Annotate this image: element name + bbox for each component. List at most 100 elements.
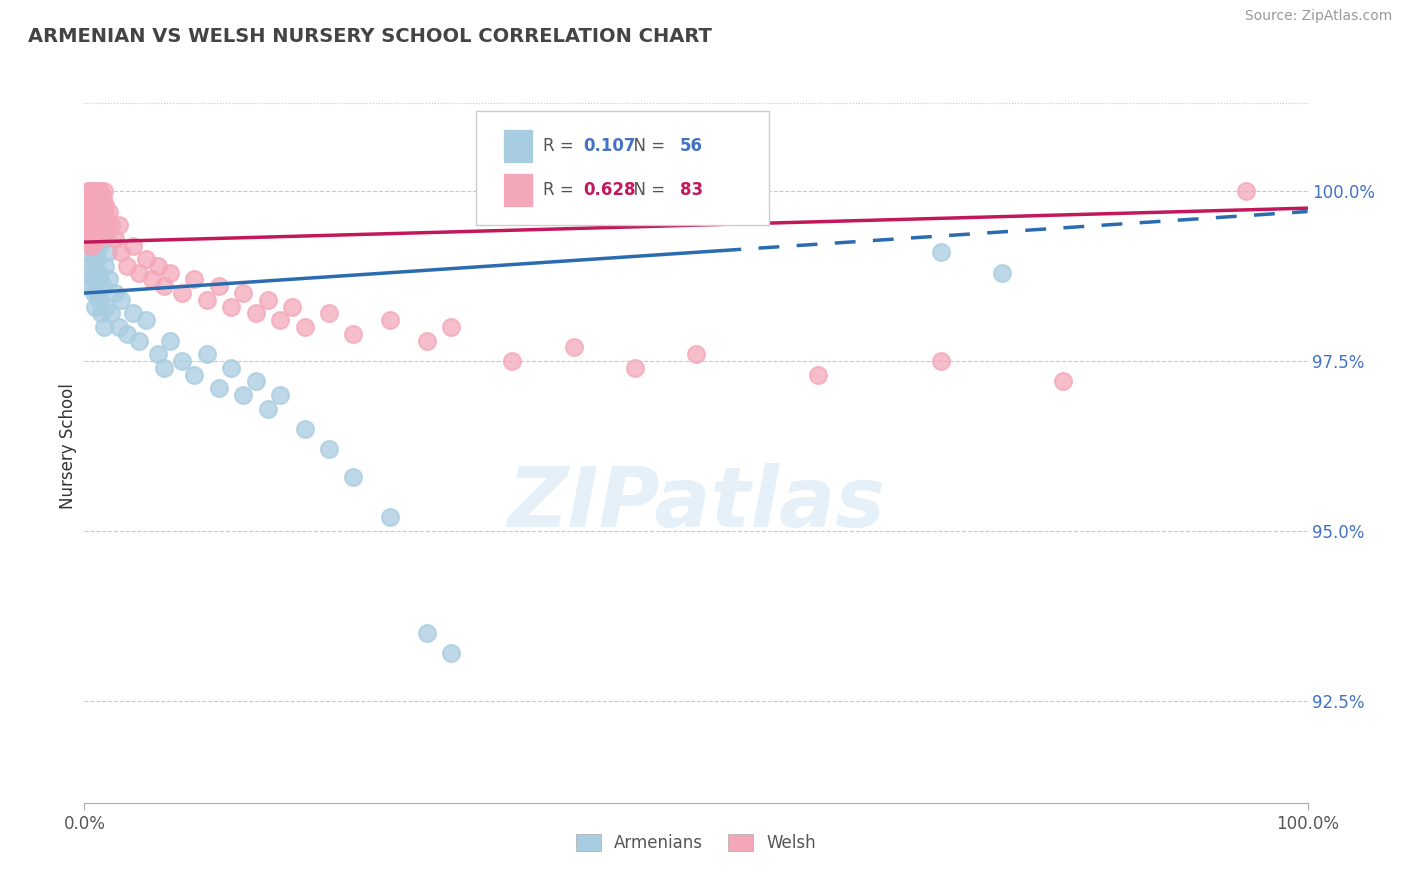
Point <box>77 198 100 212</box>
Point <box>82 198 104 212</box>
Point <box>502 354 524 368</box>
Text: 0.628: 0.628 <box>583 181 636 199</box>
Point <box>79 238 101 252</box>
Point <box>89 272 111 286</box>
Point <box>172 286 194 301</box>
Point <box>83 204 105 219</box>
Point <box>83 232 105 246</box>
Point <box>141 272 163 286</box>
Point <box>1236 184 1258 198</box>
Point <box>84 191 107 205</box>
Text: N =: N = <box>623 136 669 154</box>
Point <box>128 334 150 348</box>
Point <box>93 225 115 239</box>
Point <box>94 259 117 273</box>
Point <box>93 320 115 334</box>
Y-axis label: Nursery School: Nursery School <box>59 383 77 509</box>
Point <box>82 218 104 232</box>
Point <box>77 259 100 273</box>
Point <box>146 259 169 273</box>
Point <box>115 326 138 341</box>
Point <box>84 245 107 260</box>
Point <box>208 381 231 395</box>
Point <box>257 293 280 307</box>
Point <box>77 191 100 205</box>
Point <box>153 279 176 293</box>
Point <box>416 334 439 348</box>
Point <box>110 293 132 307</box>
Point <box>107 218 129 232</box>
Point <box>79 198 101 212</box>
Point <box>245 306 267 320</box>
Point <box>208 279 231 293</box>
Point <box>97 225 120 239</box>
Point <box>83 218 105 232</box>
Point <box>122 238 145 252</box>
Point <box>122 306 145 320</box>
Text: ARMENIAN VS WELSH NURSERY SCHOOL CORRELATION CHART: ARMENIAN VS WELSH NURSERY SCHOOL CORRELA… <box>28 27 711 45</box>
Point <box>294 320 316 334</box>
Point <box>84 225 107 239</box>
Point <box>90 198 112 212</box>
Point <box>135 313 157 327</box>
Point <box>183 272 205 286</box>
Point <box>87 211 110 226</box>
Point <box>79 211 101 226</box>
Point <box>86 204 108 219</box>
Point <box>80 225 103 239</box>
Point <box>86 184 108 198</box>
Point <box>87 266 110 280</box>
Point <box>153 360 176 375</box>
Point <box>87 238 110 252</box>
FancyBboxPatch shape <box>503 128 533 163</box>
FancyBboxPatch shape <box>503 172 533 207</box>
Text: R =: R = <box>543 181 579 199</box>
Point <box>97 272 120 286</box>
Point <box>80 225 103 239</box>
Point <box>183 368 205 382</box>
Point <box>219 300 242 314</box>
Point <box>79 225 101 239</box>
Point <box>82 232 104 246</box>
Point <box>104 286 127 301</box>
Point <box>107 320 129 334</box>
Point <box>80 238 103 252</box>
Point <box>79 266 101 280</box>
Point <box>87 198 110 212</box>
Point <box>440 320 463 334</box>
Point <box>416 626 439 640</box>
Point <box>80 211 103 226</box>
Point <box>929 354 952 368</box>
Point <box>100 306 122 320</box>
Point <box>807 368 830 382</box>
Point <box>1052 375 1074 389</box>
Text: R =: R = <box>543 136 579 154</box>
Point <box>135 252 157 266</box>
Point <box>110 245 132 260</box>
Point <box>96 211 118 226</box>
Point <box>195 293 218 307</box>
Point <box>232 388 254 402</box>
Point <box>269 388 291 402</box>
Text: 0.107: 0.107 <box>583 136 636 154</box>
Point <box>82 232 104 246</box>
Point <box>172 354 194 368</box>
Text: N =: N = <box>623 181 669 199</box>
Point <box>929 245 952 260</box>
Point <box>79 238 101 252</box>
Point <box>84 300 107 314</box>
Legend: Armenians, Welsh: Armenians, Welsh <box>569 827 823 859</box>
Point <box>146 347 169 361</box>
Point <box>90 232 112 246</box>
Point <box>77 218 100 232</box>
Point <box>77 204 100 219</box>
Point <box>93 184 115 198</box>
Point <box>380 510 402 524</box>
Point <box>342 469 364 483</box>
Point <box>86 286 108 301</box>
Point <box>87 211 110 226</box>
Text: 83: 83 <box>681 181 703 199</box>
Point <box>77 184 100 198</box>
Point <box>87 191 110 205</box>
Point <box>245 375 267 389</box>
